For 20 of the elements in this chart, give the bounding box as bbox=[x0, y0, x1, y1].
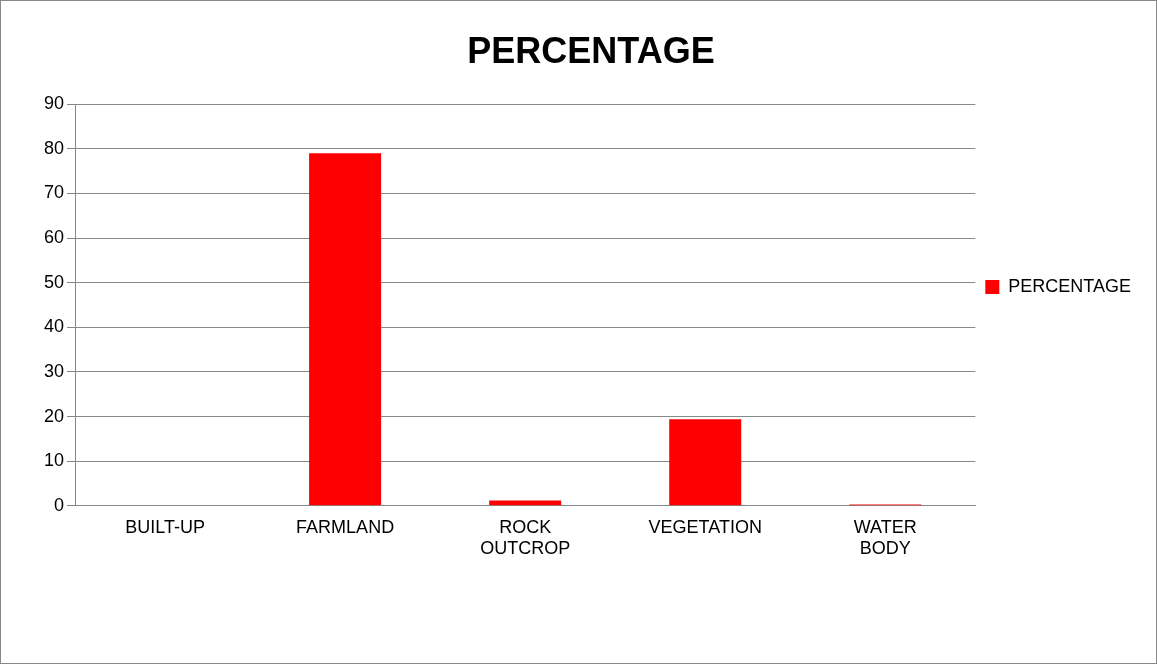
y-tick-label: 30 bbox=[43, 360, 65, 381]
y-tick-label: 70 bbox=[43, 182, 65, 203]
x-tick-label: VEGETATION bbox=[648, 516, 762, 537]
y-tick-label: 10 bbox=[43, 450, 65, 471]
bar bbox=[669, 419, 742, 506]
chart-title: PERCENTAGE bbox=[467, 29, 715, 71]
x-tick-label: BUILT-UP bbox=[125, 516, 205, 537]
x-tick-label: FARMLAND bbox=[296, 516, 395, 537]
y-tick-label: 0 bbox=[54, 494, 65, 515]
y-tick-label: 40 bbox=[43, 316, 65, 337]
y-tick-label: 90 bbox=[43, 93, 65, 114]
x-tick-label: ROCK OUTCROP bbox=[480, 516, 571, 559]
legend-label: PERCENTAGE bbox=[1008, 275, 1131, 296]
y-tick-label: 80 bbox=[43, 137, 65, 158]
bar bbox=[489, 500, 562, 506]
x-tick-label: WATER BODY bbox=[853, 516, 917, 559]
y-tick-label: 60 bbox=[43, 227, 65, 248]
y-tick-label: 50 bbox=[43, 271, 65, 292]
y-tick-label: 20 bbox=[43, 405, 65, 426]
bar bbox=[309, 153, 382, 506]
